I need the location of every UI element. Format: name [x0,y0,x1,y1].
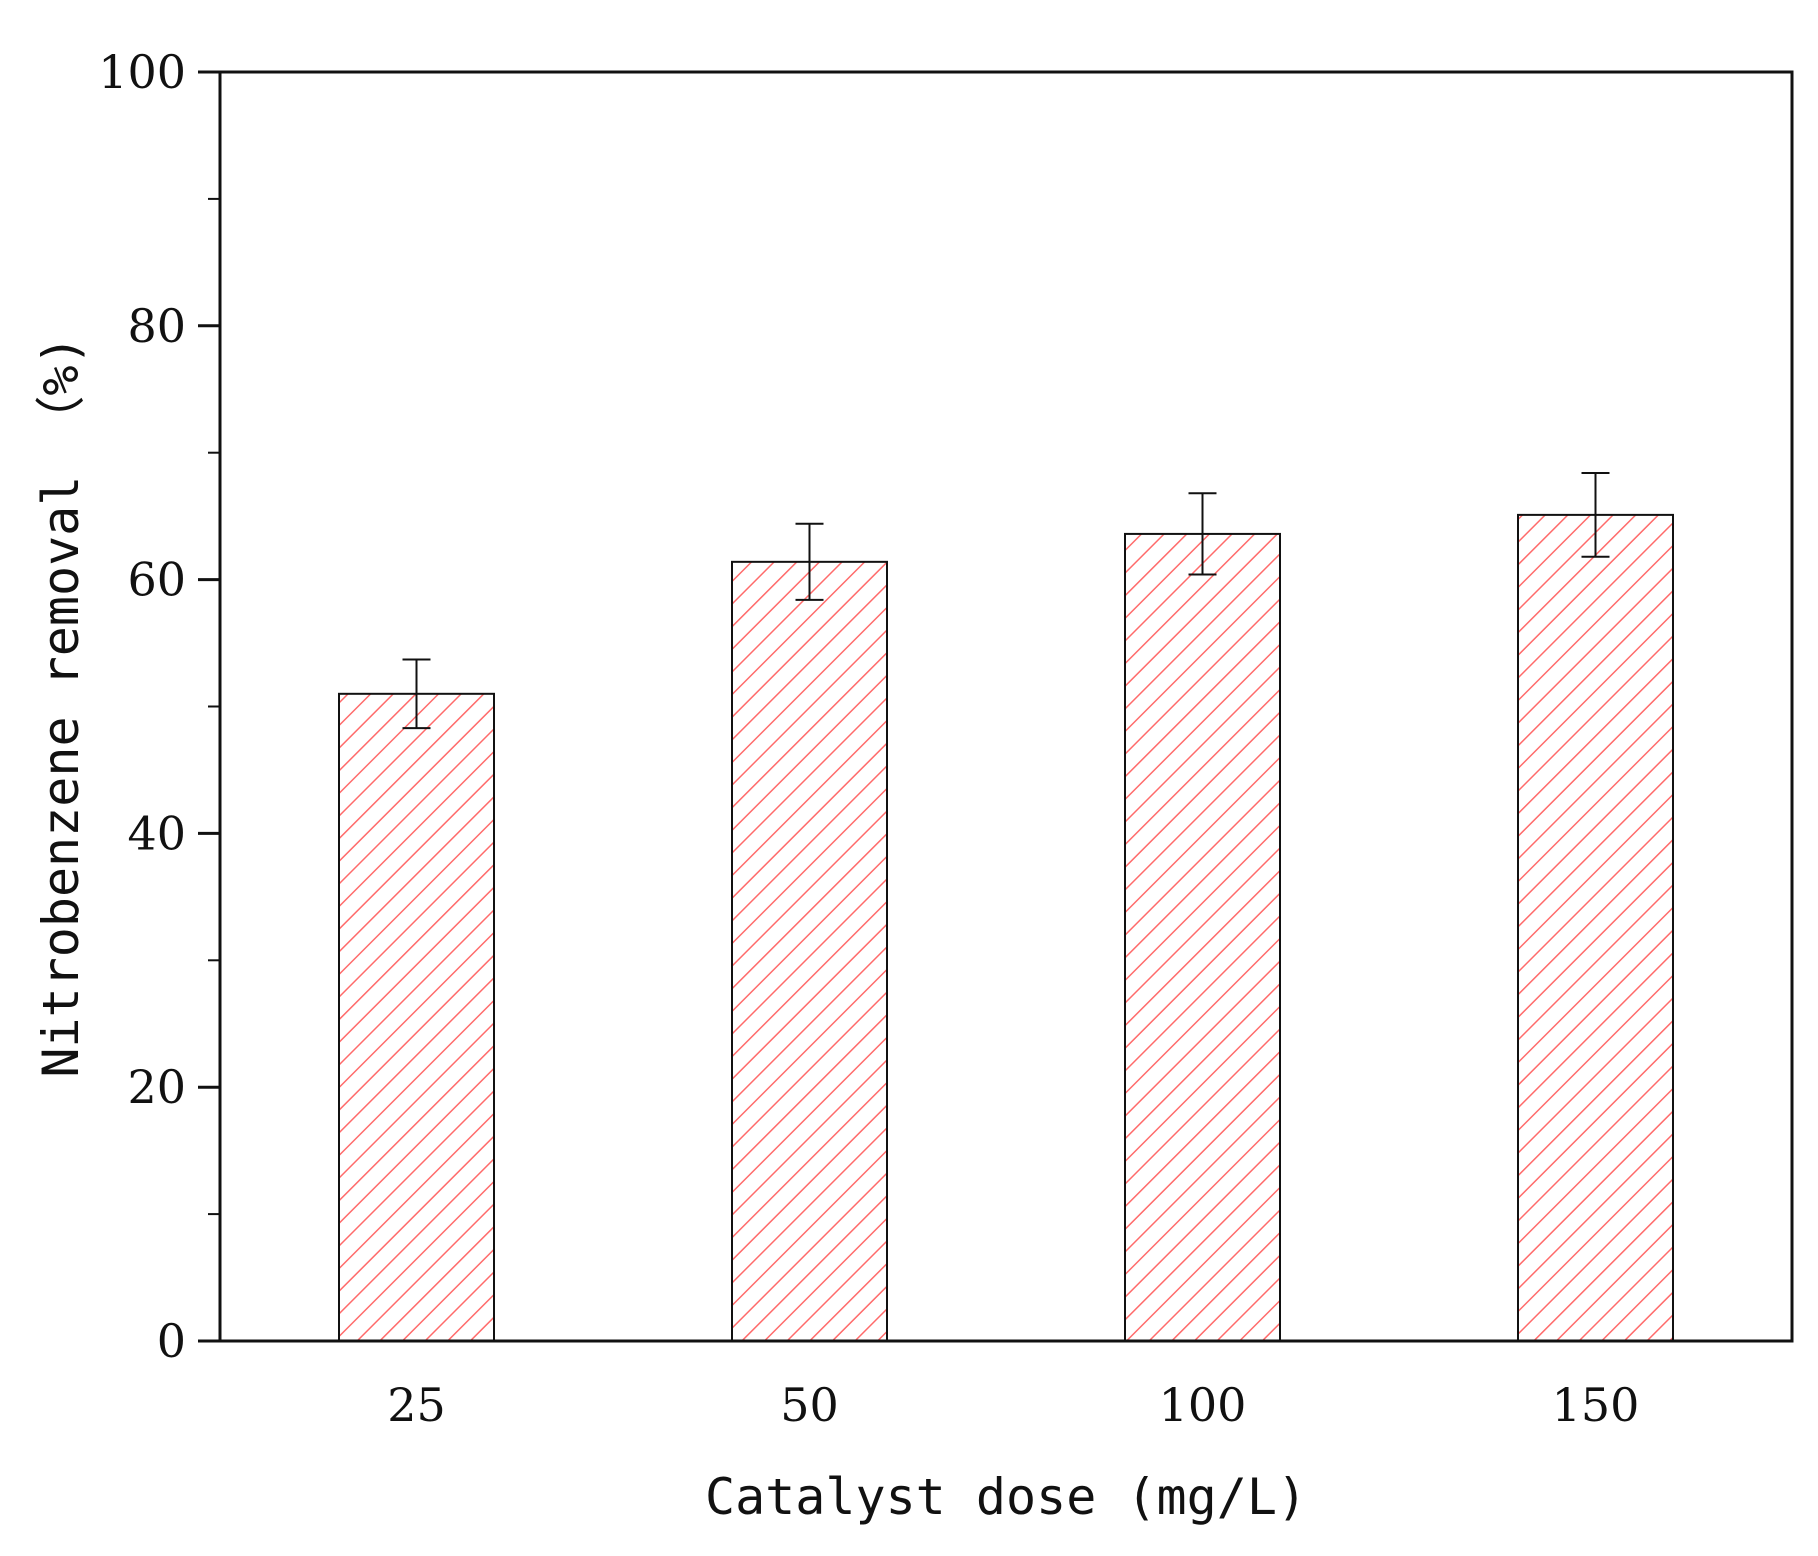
bar-150 [1517,513,1674,1342]
y-tick-label-100: 100 [98,45,186,99]
bars-layer [338,513,1674,1342]
x-tick-label-25: 25 [387,1378,446,1432]
y-tick-label-20: 20 [127,1060,186,1114]
y-tick-label-40: 40 [127,806,186,860]
error-bars-layer [402,472,1610,730]
x-axis-title: Catalyst dose (mg/L) [705,1468,1307,1526]
x-tick-label-50: 50 [780,1378,839,1432]
y-axis-title: Nitrobenzene removal （%) [32,335,90,1077]
y-tick-label-0: 0 [157,1314,186,1368]
bar-25 [338,692,495,1342]
x-tick-label-100: 100 [1159,1378,1247,1432]
bar-50 [731,560,888,1342]
y-tick-label-80: 80 [127,299,186,353]
bar-100 [1124,532,1281,1342]
ticks-layer: 25 50 100 150 0 20 40 60 80 100 [98,45,1639,1432]
x-tick-label-150: 150 [1552,1378,1640,1432]
y-tick-label-60: 60 [127,553,186,607]
